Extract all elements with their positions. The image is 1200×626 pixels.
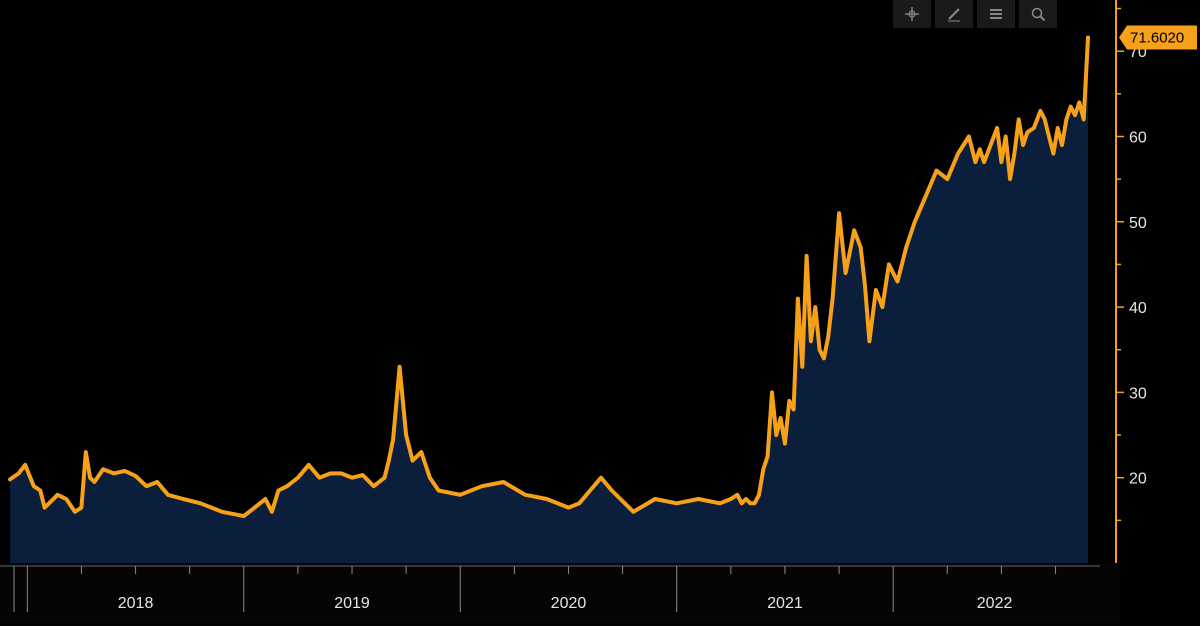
zoom-button[interactable] <box>1019 0 1057 28</box>
x-year-label: 2022 <box>977 595 1013 612</box>
pencil-icon <box>948 8 960 22</box>
x-year-label: 2018 <box>118 595 154 612</box>
area-layer <box>10 37 1088 563</box>
y-tick-label: 30 <box>1129 385 1147 402</box>
series-line <box>8 35 1090 519</box>
crosshair-button[interactable] <box>893 0 931 28</box>
x-axis: 2018 2019 2020 2021 2022 <box>0 565 1100 612</box>
list-icon <box>990 9 1002 19</box>
legend-button[interactable] <box>977 0 1015 28</box>
last-value-marker <box>1119 25 1197 50</box>
y-tick-label: 50 <box>1129 215 1147 232</box>
zoom-icon <box>1031 7 1046 22</box>
y-tick-label: 60 <box>1129 129 1147 146</box>
last-value-tag: 71.6020 <box>1119 25 1197 50</box>
x-axis-band <box>0 563 1120 621</box>
draw-button[interactable] <box>935 0 973 28</box>
x-year-label: 2019 <box>334 595 370 612</box>
chart-toolbar <box>893 0 1057 28</box>
y-tick-label: 40 <box>1129 300 1147 317</box>
series-area <box>10 37 1088 563</box>
last-value-label: 71.6020 <box>1130 30 1184 47</box>
x-year-label: 2020 <box>551 595 587 612</box>
crosshair-icon <box>905 7 919 21</box>
line-layer <box>8 35 1090 519</box>
x-year-label: 2021 <box>767 595 803 612</box>
y-tick-label: 20 <box>1129 471 1147 488</box>
